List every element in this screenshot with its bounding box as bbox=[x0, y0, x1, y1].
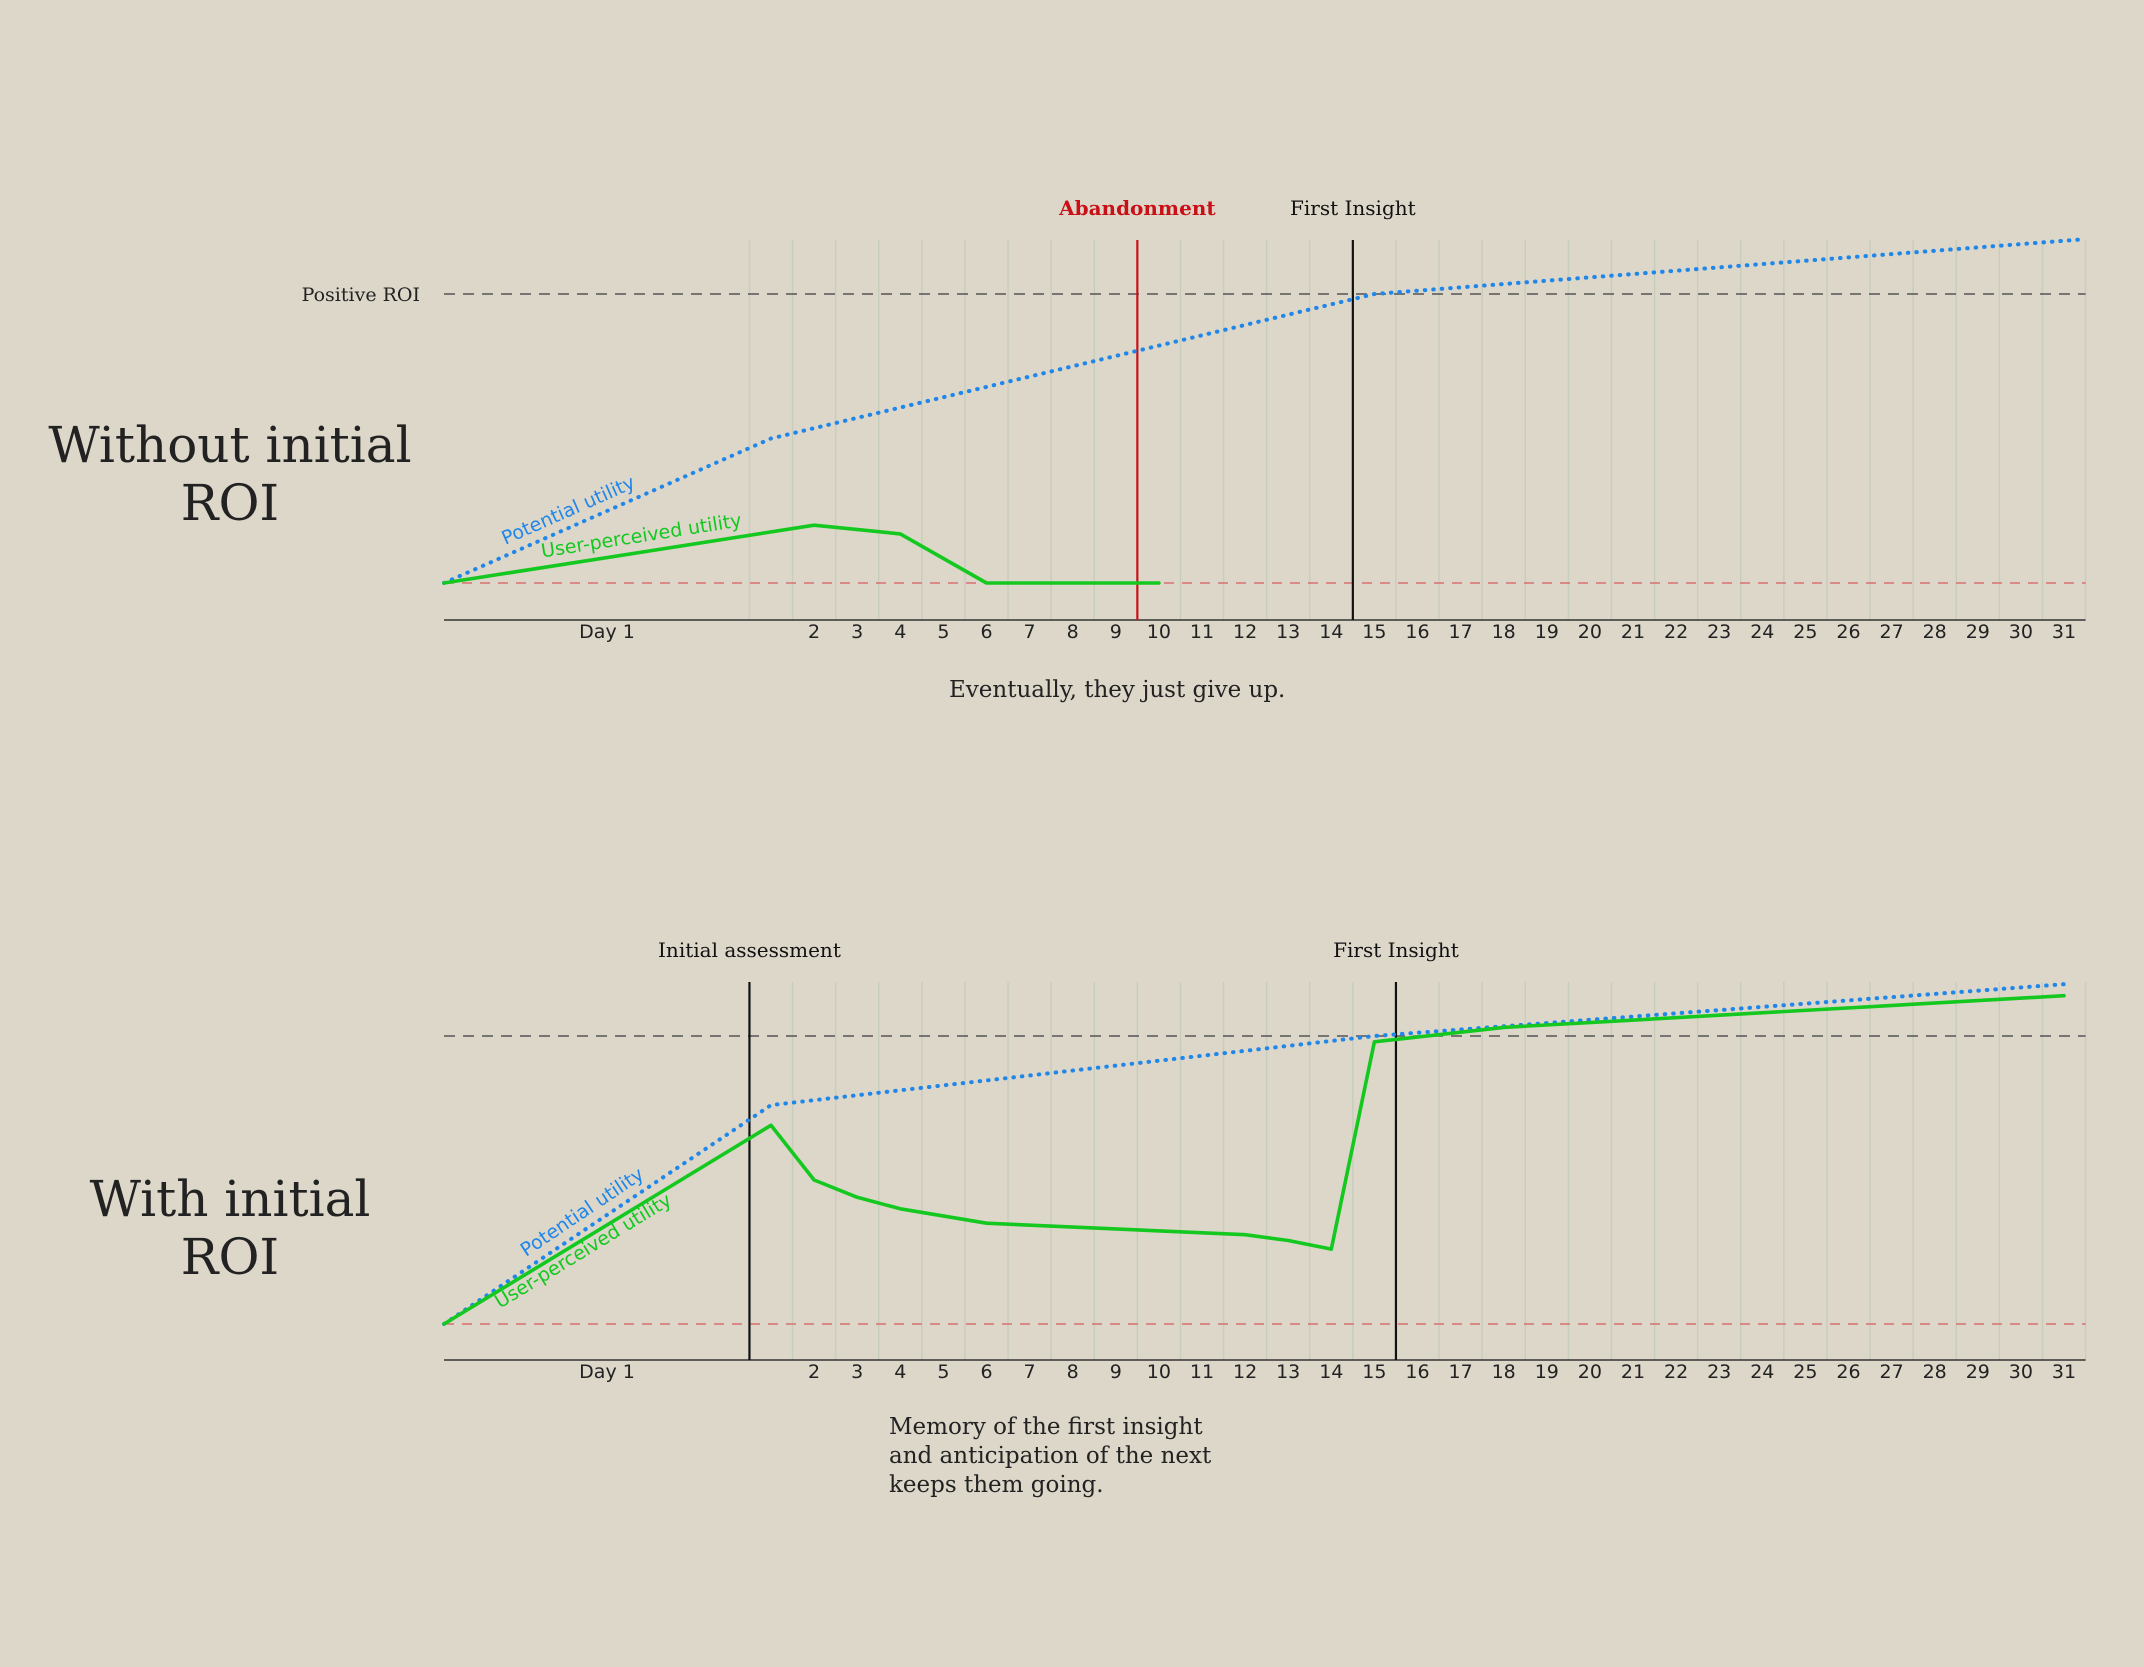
series-user-perceived-utility bbox=[442, 993, 2066, 1326]
x-tick-label: 5 bbox=[937, 621, 949, 643]
x-tick-label: 8 bbox=[1067, 1361, 1079, 1383]
x-tick-label: 2 bbox=[808, 621, 820, 643]
x-tick-label: 12 bbox=[1233, 621, 1257, 643]
grid bbox=[748, 240, 2087, 620]
x-tick-label: 2 bbox=[808, 1361, 820, 1383]
series-potential-utility bbox=[442, 237, 2084, 585]
x-tick-label: 9 bbox=[1110, 621, 1122, 643]
positive-roi-label: Positive ROI bbox=[302, 284, 420, 306]
x-tick-label: 30 bbox=[2009, 1361, 2033, 1383]
event-label: Abandonment bbox=[1058, 196, 1216, 220]
x-tick-label: 27 bbox=[1880, 621, 1904, 643]
x-tick-label: 26 bbox=[1836, 1361, 1860, 1383]
x-tick-label: 11 bbox=[1190, 1361, 1214, 1383]
x-tick-label: 18 bbox=[1492, 1361, 1516, 1383]
x-tick-label: 25 bbox=[1793, 1361, 1817, 1383]
x-tick-label: 19 bbox=[1535, 621, 1559, 643]
x-tick-label: 21 bbox=[1621, 1361, 1645, 1383]
x-tick-label: 28 bbox=[1923, 1361, 1947, 1383]
x-tick-label: 31 bbox=[2052, 1361, 2076, 1383]
x-tick-label: 4 bbox=[894, 1361, 906, 1383]
caption-line: Eventually, they just give up. bbox=[949, 677, 1286, 703]
x-tick-label: 28 bbox=[1923, 621, 1947, 643]
series-potential-utility bbox=[442, 982, 2066, 1326]
x-tick-label: 15 bbox=[1362, 621, 1386, 643]
x-tick-label: 22 bbox=[1664, 621, 1688, 643]
x-tick-label: 22 bbox=[1664, 1361, 1688, 1383]
series-user-perceived-utility bbox=[442, 523, 1161, 585]
x-tick-label: 4 bbox=[894, 621, 906, 643]
x-tick-label: 30 bbox=[2009, 621, 2033, 643]
caption-line: Memory of the first insight bbox=[889, 1414, 1203, 1440]
x-tick-label: 24 bbox=[1750, 621, 1774, 643]
x-tick-label: 31 bbox=[2052, 621, 2076, 643]
x-tick-label: 11 bbox=[1190, 621, 1214, 643]
caption-line: and anticipation of the next bbox=[889, 1443, 1212, 1469]
x-tick-label: 10 bbox=[1147, 621, 1171, 643]
caption-line: keeps them going. bbox=[889, 1472, 1104, 1498]
x-tick-label: 13 bbox=[1276, 1361, 1300, 1383]
section-title-line: ROI bbox=[180, 1228, 280, 1286]
x-tick-label: 24 bbox=[1750, 1361, 1774, 1383]
section-title: With initial ROI bbox=[40, 1170, 420, 1286]
x-tick-label: 20 bbox=[1578, 621, 1602, 643]
x-tick-label: 10 bbox=[1147, 1361, 1171, 1383]
x-tick-label: 26 bbox=[1836, 621, 1860, 643]
chart-with-roi: Day 1 2 3 4 5 6 7 8 9 10 11 12 13 14 15 16 17 18 19 20 21 22 2… bbox=[442, 938, 2087, 1383]
x-tick-label: 8 bbox=[1067, 621, 1079, 643]
x-tick-label: 14 bbox=[1319, 621, 1343, 643]
x-tick-label: 21 bbox=[1621, 621, 1645, 643]
x-tick-label: 20 bbox=[1578, 1361, 1602, 1383]
x-tick-label: 3 bbox=[851, 1361, 863, 1383]
event-label: First Insight bbox=[1290, 196, 1416, 220]
x-tick-label: 14 bbox=[1319, 1361, 1343, 1383]
event-label: Initial assessment bbox=[658, 938, 841, 962]
x-tick-label: 7 bbox=[1024, 1361, 1036, 1383]
x-tick-label: 18 bbox=[1492, 621, 1516, 643]
x-tick-label: 3 bbox=[851, 621, 863, 643]
x-tick-label: 23 bbox=[1707, 1361, 1731, 1383]
event-label: First Insight bbox=[1333, 938, 1459, 962]
chart-caption: Eventually, they just give up. bbox=[949, 676, 1285, 705]
x-tick-label: 17 bbox=[1449, 1361, 1473, 1383]
x-tick-label: 16 bbox=[1405, 1361, 1429, 1383]
x-tick-label: 13 bbox=[1276, 621, 1300, 643]
x-tick-label: 27 bbox=[1880, 1361, 1904, 1383]
section-title-line: Without initial bbox=[48, 416, 412, 474]
x-tick-label: 17 bbox=[1449, 621, 1473, 643]
section-title: Without initial ROI bbox=[40, 416, 420, 532]
x-tick-label: 16 bbox=[1405, 621, 1429, 643]
x-tick-label: 6 bbox=[980, 621, 992, 643]
chart-panel-without-roi: Positive ROI Day 1 2 3 4 5 6 7 8 9 10 11 12 13 14 15 16 1… bbox=[0, 0, 2144, 800]
chart-caption: Memory of the first insight and anticipa… bbox=[889, 1413, 1211, 1500]
x-tick-label: 9 bbox=[1110, 1361, 1122, 1383]
x-tick-label: 19 bbox=[1535, 1361, 1559, 1383]
section-title-line: ROI bbox=[180, 474, 280, 532]
x-tick-label: 5 bbox=[937, 1361, 949, 1383]
x-tick-label: 15 bbox=[1362, 1361, 1386, 1383]
x-tick-label: Day 1 bbox=[579, 621, 635, 643]
x-tick-label: 25 bbox=[1793, 621, 1817, 643]
section-title-line: With initial bbox=[89, 1170, 371, 1228]
x-tick-label: 23 bbox=[1707, 621, 1731, 643]
x-tick-label: 12 bbox=[1233, 1361, 1257, 1383]
x-tick-label: Day 1 bbox=[579, 1361, 635, 1383]
chart-panel-with-roi: Day 1 2 3 4 5 6 7 8 9 10 11 12 13 14 15 16 17 18 19 20 21 22 2… bbox=[0, 800, 2144, 1667]
x-tick-label: 29 bbox=[1966, 621, 1990, 643]
x-tick-label: 7 bbox=[1024, 621, 1036, 643]
x-tick-label: 6 bbox=[980, 1361, 992, 1383]
x-tick-label: 29 bbox=[1966, 1361, 1990, 1383]
